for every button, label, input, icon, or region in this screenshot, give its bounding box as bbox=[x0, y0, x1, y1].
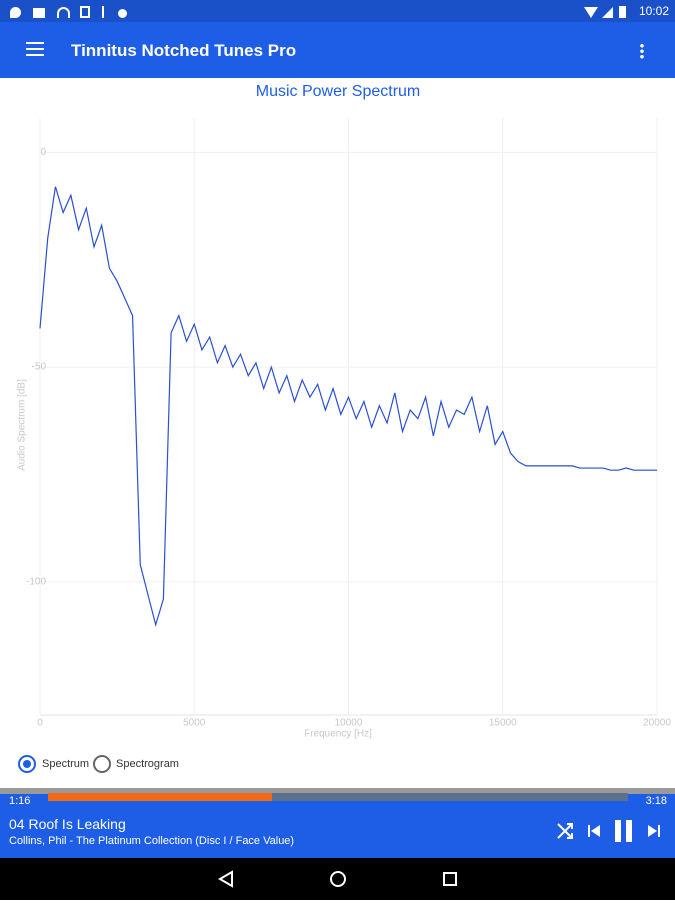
duration: 3:18 bbox=[645, 795, 667, 807]
x-tick-label: 20000 bbox=[643, 718, 671, 729]
clock: 10:02 bbox=[638, 4, 669, 18]
progress-bar[interactable] bbox=[48, 793, 628, 801]
pause-button[interactable] bbox=[615, 820, 632, 842]
x-axis-label: Frequency [Hz] bbox=[304, 729, 372, 740]
track-artist: Collins, Phil - The Platinum Collection … bbox=[9, 835, 295, 847]
track-title: 04 Roof Is Leaking bbox=[9, 816, 126, 832]
status-bar: 10:02 bbox=[0, 0, 675, 22]
x-tick-label: 5000 bbox=[183, 718, 206, 729]
y-tick-label: 0 bbox=[40, 147, 46, 158]
previous-button[interactable] bbox=[588, 825, 600, 837]
app-bar: Tinnitus Notched Tunes Pro bbox=[0, 22, 675, 78]
y-tick-label: -100 bbox=[26, 576, 46, 587]
shuffle-button[interactable] bbox=[557, 823, 573, 839]
spectrum-chart: Music Power Spectrum Frequency [Hz] Audi… bbox=[17, 83, 672, 740]
elapsed-time: 1:16 bbox=[9, 795, 31, 807]
chart-title: Music Power Spectrum bbox=[256, 83, 421, 100]
status-icons bbox=[10, 5, 135, 18]
x-tick-label: 10000 bbox=[335, 718, 363, 729]
nav-buttons bbox=[218, 870, 457, 888]
back-button[interactable] bbox=[218, 870, 233, 888]
progress-track bbox=[0, 788, 675, 794]
x-tick-label: 15000 bbox=[489, 718, 517, 729]
radio-label: Spectrum bbox=[42, 758, 90, 770]
navigation-bar bbox=[0, 858, 675, 900]
progress-fill bbox=[48, 793, 272, 801]
y-tick-label: -50 bbox=[32, 362, 47, 373]
menu-button[interactable] bbox=[26, 42, 44, 56]
y-axis-label: Audio Spectrum [dB] bbox=[17, 379, 28, 471]
overflow-menu[interactable] bbox=[640, 43, 644, 59]
next-button[interactable] bbox=[648, 825, 660, 837]
home-button[interactable] bbox=[330, 871, 346, 887]
radio-label: Spectrogram bbox=[116, 758, 179, 770]
spectrum-line bbox=[39, 186, 657, 628]
recents-button[interactable] bbox=[443, 872, 457, 886]
x-tick-label: 0 bbox=[37, 718, 43, 729]
player-controls bbox=[557, 820, 660, 842]
system-icons bbox=[584, 5, 634, 18]
app-title: Tinnitus Notched Tunes Pro bbox=[71, 41, 297, 60]
view-options: Spectrum Spectrogram bbox=[18, 755, 218, 775]
player-bar: 1:16 3:18 04 Roof Is Leaking Collins, Ph… bbox=[0, 788, 675, 858]
